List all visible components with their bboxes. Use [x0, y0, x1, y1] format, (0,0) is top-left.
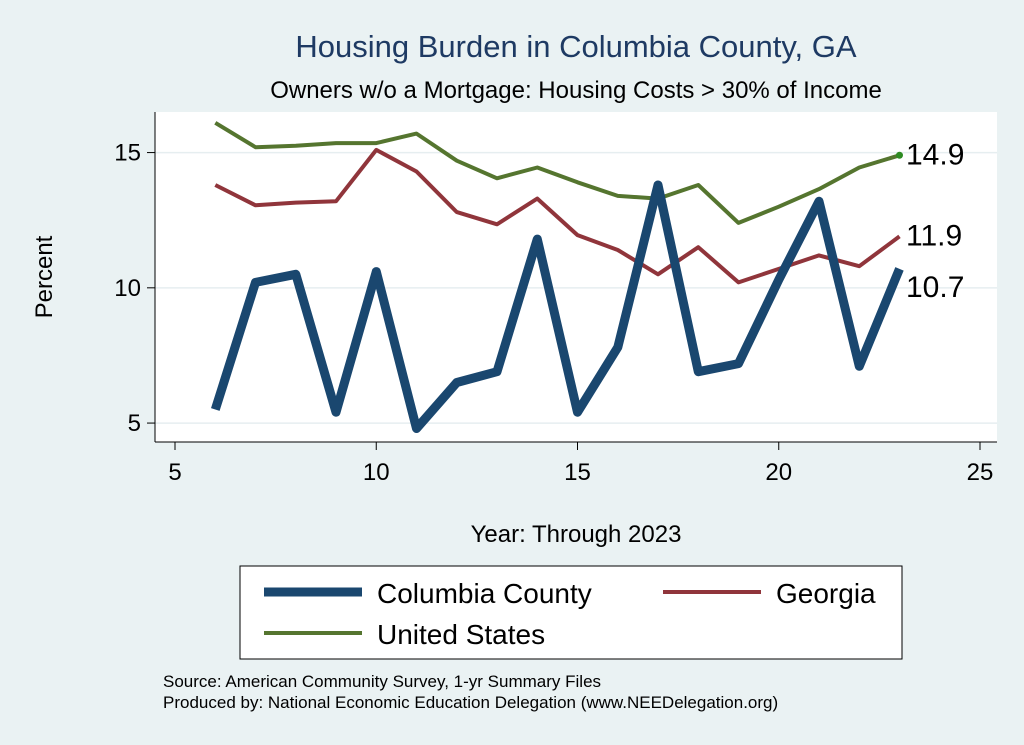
series-line-columbia-county [211, 180, 904, 433]
legend-label-columbia: Columbia County [377, 578, 592, 609]
chart-subtitle: Owners w/o a Mortgage: Housing Costs > 3… [270, 77, 882, 104]
series-lines [211, 121, 904, 433]
endpoint-marker-united-states [896, 151, 903, 159]
end-label-georgia: 11.9 [906, 219, 962, 252]
legend-box [239, 565, 903, 660]
x-ticks: 5 10 15 20 25 [168, 442, 993, 486]
x-tick-label: 5 [168, 459, 181, 486]
produced-note: Produced by: National Economic Education… [163, 693, 778, 712]
end-label-united-states: 14.9 [906, 138, 964, 171]
series-line-united-states [214, 121, 901, 225]
legend-label-united-states: United States [377, 619, 545, 650]
end-labels: 10.7 11.9 14.9 [906, 138, 964, 304]
x-tick-label: 20 [765, 459, 792, 486]
x-tick-label: 10 [363, 459, 390, 486]
x-tick-label: 25 [967, 459, 994, 486]
x-tick-label: 15 [564, 459, 591, 486]
source-note: Source: American Community Survey, 1-yr … [163, 672, 601, 691]
y-tick-label: 15 [114, 140, 141, 167]
y-ticks: 5 10 15 [114, 140, 155, 437]
x-axis-label: Year: Through 2023 [471, 521, 682, 548]
y-tick-label: 10 [114, 275, 141, 302]
y-tick-label: 5 [128, 410, 141, 437]
chart-title: Housing Burden in Columbia County, GA [295, 29, 856, 64]
y-axis-label: Percent [31, 235, 58, 318]
end-label-columbia-county: 10.7 [906, 271, 964, 304]
legend: Columbia County Georgia United States [239, 565, 903, 660]
legend-label-georgia: Georgia [776, 578, 876, 609]
axes [154, 112, 997, 443]
